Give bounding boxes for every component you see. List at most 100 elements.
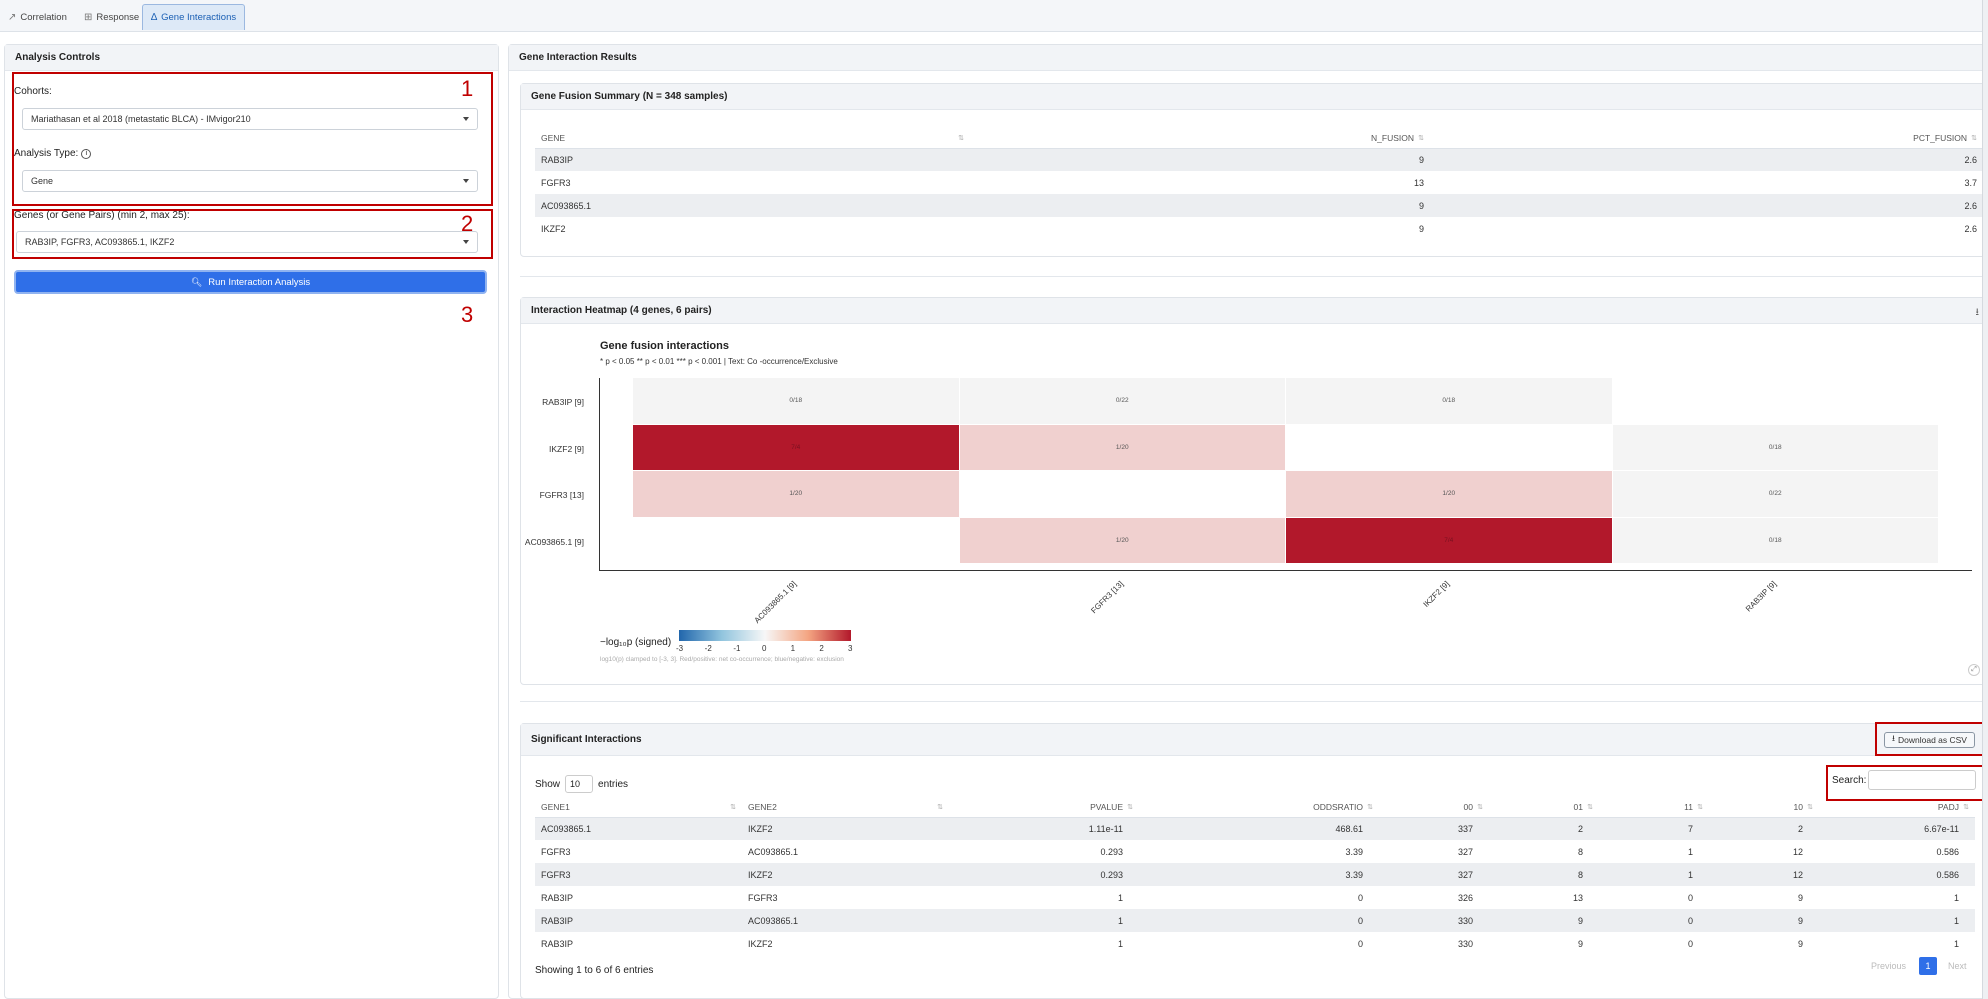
fusion-summary-panel: Gene Fusion Summary (N = 348 samples) GE… <box>520 83 1988 257</box>
col-pct-fusion[interactable]: PCT_FUSION ⇅ <box>1430 128 1983 149</box>
info-icon[interactable]: i <box>81 148 92 159</box>
tab-gene-interactions[interactable]: ∆ Gene Interactions <box>142 4 246 30</box>
tab-label: Response <box>96 11 140 23</box>
search-input[interactable] <box>1868 770 1976 790</box>
table-cell: IKZF2 <box>748 938 773 949</box>
analysis-type-select[interactable]: Gene <box>22 170 478 192</box>
heatmap-cell: 1/20 <box>633 471 959 517</box>
x-axis-line <box>599 570 1972 571</box>
col-01[interactable]: 01 ⇅ <box>1489 797 1599 818</box>
download-csv-button[interactable]: ⭳ Download as CSV <box>1884 732 1975 748</box>
cohort-value: Mariathasan et al 2018 (metastatic BLCA)… <box>31 114 251 124</box>
tab-bar: ↗ Correlation ⊞ Response ∆ Gene Interact… <box>0 0 1988 32</box>
col-00[interactable]: 00 ⇅ <box>1379 797 1489 818</box>
table-cell: 0 <box>1357 938 1363 949</box>
tab-correlation[interactable]: ↗ Correlation <box>0 4 75 30</box>
y-tick-label: IKZF2 [9] <box>549 444 584 454</box>
table-cell: 0 <box>1687 938 1693 949</box>
table-cell: 0.586 <box>1819 863 1975 886</box>
tab-label: Correlation <box>20 11 67 23</box>
table-cell: RAB3IP <box>535 909 742 932</box>
genes-select[interactable]: RAB3IP, FGFR3, AC093865.1, IKZF2 <box>16 231 478 253</box>
show-label: Show <box>535 778 561 790</box>
col-gene1[interactable]: GENE1 ⇅ <box>535 797 742 818</box>
panel-title: Analysis Controls <box>5 45 498 71</box>
table-cell: IKZF2 <box>742 817 949 840</box>
run-button-label: Run Interaction Analysis <box>208 276 311 288</box>
table-cell: 9 <box>1489 909 1599 932</box>
table-cell: IKZF2 <box>742 863 949 886</box>
table-info: Showing 1 to 6 of 6 entries <box>535 965 654 976</box>
col-gene2[interactable]: GENE2 ⇅ <box>742 797 949 818</box>
marker-3: 3 <box>461 302 474 327</box>
table-cell: AC093865.1 <box>535 817 742 840</box>
entries-select[interactable]: 10 <box>565 775 594 793</box>
table-cell: 1 <box>949 909 1139 932</box>
col-gene[interactable]: GENE ⇅ <box>535 128 970 149</box>
heatmap-subtitle: * p < 0.05 ** p < 0.01 *** p < 0.001 | T… <box>600 357 838 366</box>
significant-panel: Significant Interactions <box>520 723 1988 999</box>
expand-icon[interactable]: ⤢ <box>1968 664 1980 676</box>
col-n-fusion[interactable]: N_FUSION ⇅ <box>970 128 1430 149</box>
heatmap-cell: 1/20 <box>1286 471 1612 517</box>
table-cell: 0 <box>1357 892 1363 903</box>
table-cell: 9 <box>1797 892 1803 903</box>
table-cell: 337 <box>1379 817 1489 840</box>
heatmap-cell: 0/18 <box>1612 517 1938 563</box>
table-cell: 3.39 <box>1139 863 1379 886</box>
table-row: FGFR3 13 3.7 <box>541 177 1977 188</box>
fusion-summary-table: GENE ⇅ N_FUSION ⇅ PCT_FUSION ⇅ RAB3IP 9 2.6 F… <box>535 128 1983 240</box>
analysis-controls-panel: Analysis Controls <box>4 44 499 999</box>
search-label: Search: <box>1832 775 1867 786</box>
table-row: FGFR3 IKZF2 0.293 3.39 327 8 1 12 0.586 <box>535 863 1975 886</box>
table-cell: 1 <box>1953 938 1959 949</box>
table-cell: 1 <box>1953 892 1959 903</box>
page-1-button[interactable]: 1 <box>1919 957 1937 975</box>
heatmap-cell: 0/22 <box>1612 471 1938 517</box>
table-row: RAB3IP FGFR3 1 0 326 13 0 9 1 <box>535 886 1975 909</box>
highlight-box-2 <box>12 209 493 259</box>
legend-title: −log₁₀p (signed) <box>600 637 672 648</box>
genes-label: Genes (or Gene Pairs) (min 2, max 25): <box>14 210 190 221</box>
heatmap-cell: 0/22 <box>959 378 1285 424</box>
table-cell: 327 <box>1457 846 1473 857</box>
y-tick-label: RAB3IP [9] <box>542 397 584 407</box>
col-11[interactable]: 11 ⇅ <box>1599 797 1709 818</box>
table-cell: 9 <box>1577 938 1583 949</box>
table-cell: 468.61 <box>1139 817 1379 840</box>
chevron-down-icon <box>463 179 469 183</box>
download-icon[interactable]: ⭳ <box>1975 307 1980 318</box>
col-oddsratio[interactable]: ODDSRATIO ⇅ <box>1139 797 1379 818</box>
table-cell: RAB3IP <box>541 938 574 949</box>
table-cell: 3.39 <box>1345 846 1363 857</box>
table-cell: AC093865.1 <box>742 909 949 932</box>
table-cell: 13 <box>1572 892 1583 903</box>
table-cell: 12 <box>1709 863 1819 886</box>
y-axis-line <box>599 378 600 571</box>
next-button[interactable]: Next <box>1948 961 1967 971</box>
previous-button[interactable]: Previous <box>1871 961 1907 971</box>
heatmap-cell: 1/20 <box>959 424 1285 470</box>
heatmap-cell: 0/18 <box>1286 378 1612 424</box>
col-pvalue[interactable]: PVALUE ⇅ <box>949 797 1139 818</box>
highlight-box-1 <box>12 72 493 206</box>
table-cell: RAB3IP <box>541 892 574 903</box>
table-row: RAB3IP IKZF2 1 0 330 9 0 9 1 <box>535 932 1975 955</box>
divider <box>520 276 1988 277</box>
cohort-select[interactable]: Mariathasan et al 2018 (metastatic BLCA)… <box>22 108 478 130</box>
y-tick-label: FGFR3 [13] <box>539 490 584 500</box>
run-interaction-analysis-button[interactable]: 🔍︎ Run Interaction Analysis <box>14 270 487 294</box>
table-cell: 7 <box>1599 817 1709 840</box>
table-cell: 0.293 <box>949 863 1139 886</box>
col-padj[interactable]: PADJ ⇅ <box>1819 797 1975 818</box>
tab-response[interactable]: ⊞ Response <box>76 4 147 30</box>
legend-tick: 0 <box>762 644 767 653</box>
table-row: RAB3IP AC093865.1 1 0 330 9 0 9 1 <box>535 909 1975 932</box>
col-10[interactable]: 10 ⇅ <box>1709 797 1819 818</box>
scrollbar[interactable] <box>1982 0 1988 999</box>
divider <box>520 701 1988 702</box>
table-cell: 330 <box>1457 938 1473 949</box>
table-cell: 0.293 <box>1100 846 1123 857</box>
table-cell: 1 <box>1117 938 1123 949</box>
heatmap-panel-title: Interaction Heatmap (4 genes, 6 pairs) <box>521 298 1987 324</box>
